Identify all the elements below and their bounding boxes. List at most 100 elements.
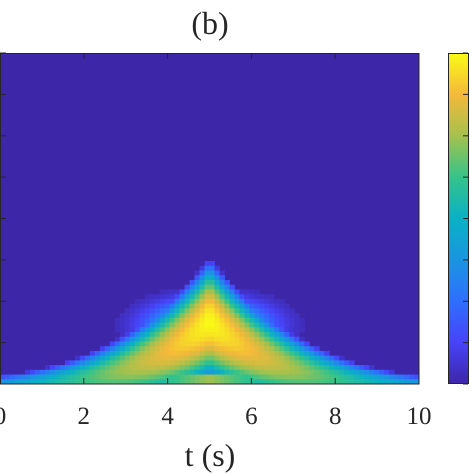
heatmap-cell: [384, 379, 390, 385]
heatmap-cell: [244, 341, 250, 347]
heatmap-cell: [214, 365, 220, 371]
heatmap-cell: [184, 308, 191, 314]
heatmap-cell: [264, 369, 270, 376]
heatmap-cell: [189, 298, 196, 305]
heatmap-cell: [219, 360, 225, 366]
heatmap-cell: [154, 336, 161, 342]
heatmap-cell: [354, 369, 360, 376]
heatmap-cell: [89, 369, 96, 376]
heatmap-cell: [129, 350, 136, 357]
heatmap-cell: [184, 313, 191, 319]
heatmap-cell: [189, 331, 196, 338]
heatmap-cell: [334, 369, 340, 376]
heatmap-cell: [274, 317, 280, 324]
heatmap-cell: [294, 322, 300, 328]
heatmap-cell: [39, 379, 46, 385]
heatmap-cell: [204, 275, 210, 281]
heatmap-cell: [149, 350, 156, 357]
heatmap-cell: [134, 374, 141, 380]
heatmap-cell: [329, 374, 335, 380]
heatmap-cell: [144, 294, 151, 300]
heatmap-cell: [139, 360, 146, 366]
heatmap-cell: [209, 270, 215, 276]
heatmap-cell: [229, 369, 235, 376]
heatmap-cell: [119, 327, 126, 333]
heatmap-cell: [69, 379, 76, 385]
heatmap-cell: [74, 369, 81, 376]
heatmap-cell: [269, 298, 275, 305]
heatmap-cell: [369, 374, 375, 380]
heatmap-cell: [294, 336, 300, 342]
heatmap-cell: [194, 369, 201, 376]
heatmap-cell: [279, 360, 285, 366]
heatmap-cell: [204, 369, 210, 376]
heatmap-cell: [259, 350, 265, 357]
heatmap-cell: [39, 369, 46, 376]
heatmap-cell: [234, 346, 240, 352]
heatmap-cell: [209, 341, 215, 347]
heatmap-cell: [254, 298, 260, 305]
heatmap-cell: [159, 308, 166, 314]
heatmap-cell: [214, 298, 220, 305]
heatmap-cell: [119, 313, 126, 319]
heatmap-cell: [204, 336, 210, 342]
heatmap-cell: [114, 360, 121, 366]
heatmap-cell: [249, 379, 255, 385]
heatmap-cell: [219, 317, 225, 324]
heatmap-cell: [179, 374, 186, 380]
heatmap-cell: [164, 350, 171, 357]
heatmap-cell: [94, 360, 101, 366]
heatmap-cell: [189, 365, 196, 371]
heatmap-cell: [309, 355, 315, 361]
heatmap-cell: [174, 313, 181, 319]
heatmap-cell: [154, 303, 161, 309]
heatmap-cell: [139, 336, 146, 342]
heatmap-cell: [89, 360, 96, 366]
heatmap-cell: [134, 341, 141, 347]
heatmap-cell: [249, 336, 255, 342]
heatmap-cell: [234, 294, 240, 300]
heatmap-cell: [214, 294, 220, 300]
heatmap-cell: [149, 365, 156, 371]
heatmap-cell: [124, 374, 131, 380]
heatmap-cell: [179, 336, 186, 342]
heatmap-cell: [214, 308, 220, 314]
heatmap-cell: [124, 350, 131, 357]
heatmap-cell: [394, 374, 400, 380]
heatmap-cell: [164, 303, 171, 309]
heatmap-cell: [274, 346, 280, 352]
heatmap-cell: [109, 374, 116, 380]
heatmap-cell: [139, 308, 146, 314]
heatmap-cell: [49, 365, 56, 371]
heatmap-cell: [284, 360, 290, 366]
heatmap-cell: [249, 365, 255, 371]
heatmap-cell: [99, 355, 106, 361]
heatmap-cell: [154, 322, 161, 328]
heatmap-cell: [229, 294, 235, 300]
heatmap-cell: [299, 360, 305, 366]
heatmap-cell: [169, 327, 176, 333]
heatmap-cell: [339, 369, 345, 376]
heatmap-cell: [279, 365, 285, 371]
heatmap-cell: [224, 369, 230, 376]
heatmap-cell: [404, 379, 410, 385]
heatmap-cell: [264, 355, 270, 361]
heatmap-cell: [414, 374, 420, 380]
heatmap-cell: [134, 317, 141, 324]
heatmap-cell: [169, 308, 176, 314]
heatmap-cell: [234, 365, 240, 371]
heatmap-cell: [204, 289, 210, 295]
heatmap-cell: [179, 289, 186, 295]
heatmap-cell: [194, 346, 201, 352]
heatmap-cell: [279, 336, 285, 342]
heatmap-cell: [199, 374, 206, 380]
heatmap-cell: [189, 346, 196, 352]
heatmap-cell: [159, 374, 166, 380]
heatmap-cell: [184, 303, 191, 309]
heatmap-cell: [149, 379, 156, 385]
heatmap-cell: [124, 369, 131, 376]
heatmap-cell: [24, 379, 31, 385]
heatmap-cell: [59, 379, 66, 385]
heatmap-cell: [189, 350, 196, 357]
